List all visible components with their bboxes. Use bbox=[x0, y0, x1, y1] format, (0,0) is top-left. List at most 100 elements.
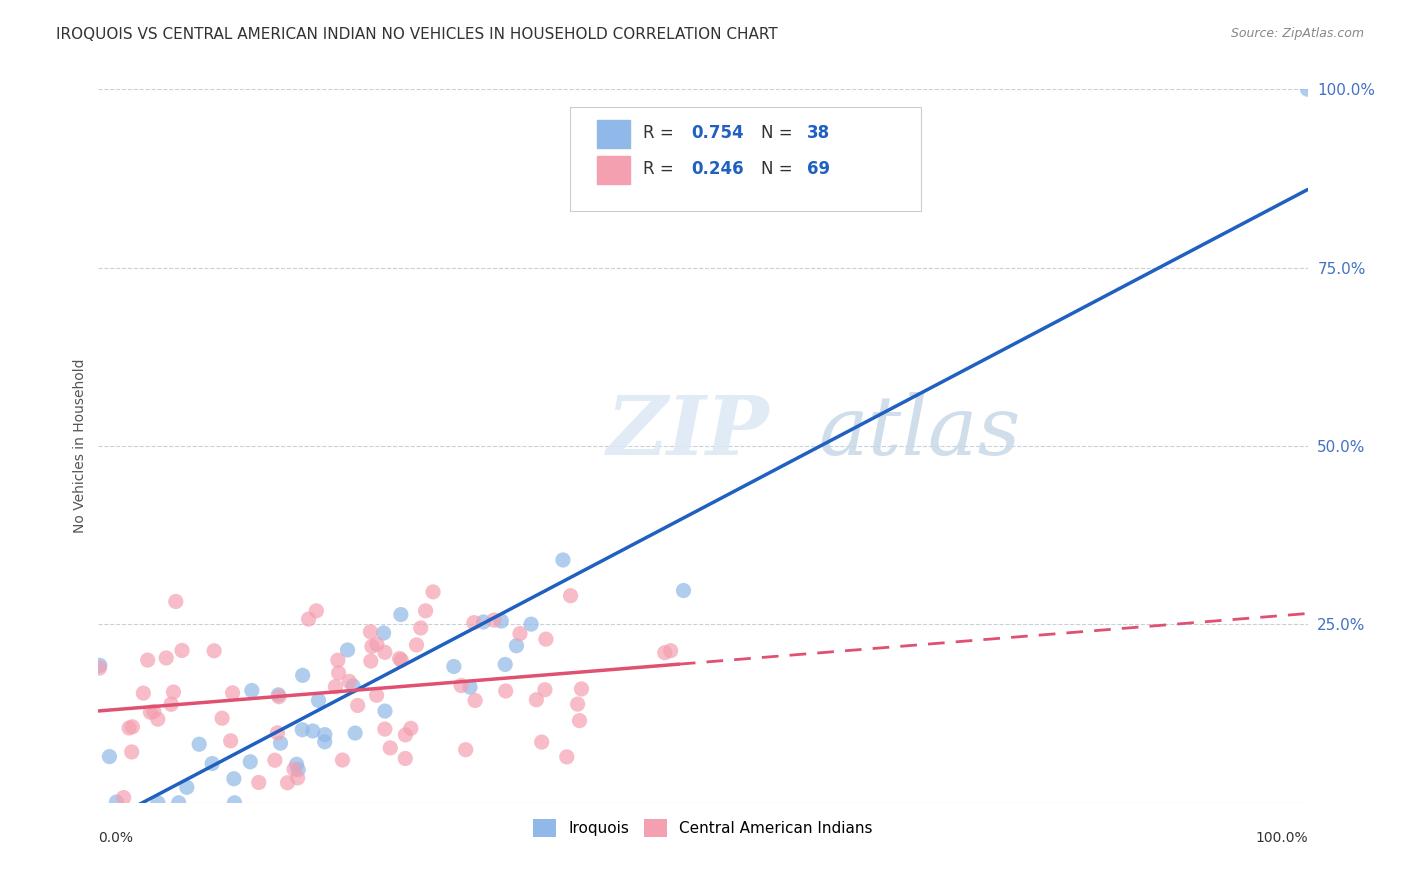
Point bbox=[112, 790, 135, 805]
Point bbox=[374, 722, 396, 736]
Point bbox=[270, 736, 292, 750]
Point bbox=[211, 711, 233, 725]
Point bbox=[534, 632, 557, 647]
Text: N =: N = bbox=[761, 125, 799, 143]
Point bbox=[202, 644, 225, 658]
Point bbox=[659, 643, 682, 657]
Point bbox=[409, 621, 432, 635]
Point bbox=[121, 745, 143, 759]
Point bbox=[482, 613, 505, 627]
Point bbox=[399, 722, 422, 736]
Point bbox=[224, 796, 246, 810]
Point bbox=[247, 775, 270, 789]
Point bbox=[283, 762, 305, 776]
Point bbox=[571, 681, 593, 696]
Text: atlas: atlas bbox=[818, 392, 1021, 472]
Point bbox=[136, 653, 159, 667]
Text: IROQUOIS VS CENTRAL AMERICAN INDIAN NO VEHICLES IN HOUSEHOLD CORRELATION CHART: IROQUOIS VS CENTRAL AMERICAN INDIAN NO V… bbox=[56, 27, 778, 42]
Point bbox=[505, 639, 527, 653]
Point bbox=[297, 612, 319, 626]
Point bbox=[494, 657, 516, 672]
Text: N =: N = bbox=[761, 161, 799, 178]
Point bbox=[222, 772, 245, 786]
Point bbox=[314, 728, 336, 742]
Text: ZIP: ZIP bbox=[606, 392, 769, 472]
Point bbox=[160, 698, 183, 712]
Bar bbox=[596, 155, 630, 184]
Point bbox=[336, 643, 359, 657]
Point bbox=[291, 668, 314, 682]
Point bbox=[267, 688, 290, 702]
Point bbox=[560, 589, 582, 603]
Point bbox=[464, 693, 486, 707]
Point bbox=[422, 585, 444, 599]
Point bbox=[337, 674, 360, 689]
Point bbox=[89, 661, 111, 675]
Text: R =: R = bbox=[643, 125, 679, 143]
Point bbox=[305, 604, 328, 618]
Point bbox=[201, 756, 224, 771]
Point bbox=[146, 712, 169, 726]
Point bbox=[267, 690, 290, 704]
Point bbox=[520, 617, 543, 632]
Point bbox=[89, 658, 111, 673]
Point bbox=[142, 705, 165, 719]
Point bbox=[388, 651, 411, 665]
Point bbox=[301, 723, 323, 738]
Point bbox=[328, 665, 350, 680]
Text: 69: 69 bbox=[807, 161, 830, 178]
Point bbox=[495, 684, 517, 698]
Point bbox=[360, 654, 382, 668]
Point bbox=[188, 737, 211, 751]
Point bbox=[555, 750, 578, 764]
Point bbox=[551, 553, 574, 567]
Point bbox=[366, 688, 388, 702]
Point bbox=[373, 626, 395, 640]
Point bbox=[325, 680, 347, 694]
Point bbox=[239, 755, 262, 769]
Point bbox=[491, 614, 513, 628]
Point bbox=[509, 626, 531, 640]
Point bbox=[394, 728, 416, 742]
Point bbox=[155, 651, 177, 665]
Point bbox=[276, 776, 298, 790]
Point bbox=[98, 749, 121, 764]
Point bbox=[308, 693, 330, 707]
Point bbox=[176, 780, 198, 795]
Point bbox=[170, 643, 193, 657]
Point bbox=[359, 624, 381, 639]
Point bbox=[524, 692, 547, 706]
Point bbox=[672, 583, 695, 598]
Point bbox=[530, 735, 553, 749]
Point bbox=[162, 685, 184, 699]
Point bbox=[415, 604, 437, 618]
Point bbox=[240, 683, 263, 698]
Text: 100.0%: 100.0% bbox=[1256, 831, 1308, 846]
Point bbox=[165, 594, 187, 608]
Point bbox=[472, 615, 495, 629]
Bar bbox=[596, 120, 630, 148]
Point bbox=[266, 726, 288, 740]
Point bbox=[374, 704, 396, 718]
Point bbox=[360, 640, 382, 654]
Text: R =: R = bbox=[643, 161, 679, 178]
Point bbox=[219, 734, 242, 748]
Point bbox=[458, 680, 481, 694]
Point bbox=[121, 720, 143, 734]
Point bbox=[285, 757, 308, 772]
Text: 0.0%: 0.0% bbox=[98, 831, 134, 846]
Point bbox=[221, 686, 243, 700]
Point bbox=[450, 679, 472, 693]
Point bbox=[167, 796, 190, 810]
Point bbox=[380, 740, 402, 755]
Point bbox=[463, 615, 485, 630]
Point bbox=[118, 721, 141, 735]
Point bbox=[374, 645, 396, 659]
Point bbox=[287, 771, 309, 785]
Text: Source: ZipAtlas.com: Source: ZipAtlas.com bbox=[1230, 27, 1364, 40]
Point bbox=[346, 698, 368, 713]
Point bbox=[534, 682, 557, 697]
Point bbox=[132, 686, 155, 700]
Text: 38: 38 bbox=[807, 125, 830, 143]
Point bbox=[443, 659, 465, 673]
